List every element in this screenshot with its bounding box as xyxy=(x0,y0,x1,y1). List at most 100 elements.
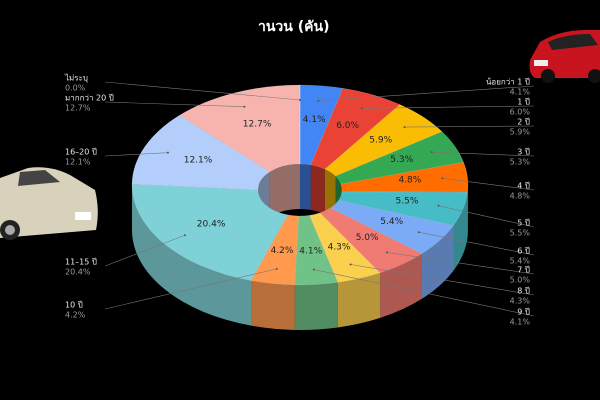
leader-dot xyxy=(243,105,246,108)
legend-name: 1 ปี xyxy=(517,98,530,107)
leader-dot xyxy=(417,231,420,234)
leader-line xyxy=(438,205,535,228)
leader-line xyxy=(386,252,535,275)
slice-side xyxy=(337,272,381,328)
slice-label: 5.9% xyxy=(369,135,392,145)
legend-name: 2 ปี xyxy=(517,118,530,127)
leader-line xyxy=(104,101,245,108)
inner-walls xyxy=(258,164,342,216)
leader-line xyxy=(350,264,535,296)
slice-label: 5.0% xyxy=(356,233,379,243)
legend-name: 16–20 ปี xyxy=(65,148,97,157)
slice xyxy=(179,84,301,173)
slice-label: 20.4% xyxy=(197,220,226,230)
slice-label: 4.1% xyxy=(303,115,326,125)
legend-value: 20.4% xyxy=(65,268,91,277)
slice xyxy=(340,161,469,193)
slice-side xyxy=(294,282,338,330)
leader-line xyxy=(104,268,277,310)
slice-label: 5.4% xyxy=(380,217,403,227)
leader-line xyxy=(361,105,535,109)
leader-dot xyxy=(299,99,301,101)
slice-inner-wall xyxy=(258,171,270,216)
slice xyxy=(131,183,289,281)
leader-line xyxy=(418,231,535,256)
leader-dot xyxy=(166,151,169,154)
legend-name: 10 ปี xyxy=(65,301,83,310)
slice-inner-wall xyxy=(310,164,325,215)
slice xyxy=(299,84,344,166)
legend-value: 5.5% xyxy=(510,229,531,238)
leader-dot xyxy=(385,251,388,254)
leader-line xyxy=(442,178,535,191)
tops xyxy=(131,84,469,286)
slice-label: 4.1% xyxy=(299,246,322,256)
slice-inner-wall xyxy=(300,164,311,210)
slice-label: 4.8% xyxy=(398,175,421,185)
leader-dot xyxy=(312,268,315,271)
legend-name: 4 ปี xyxy=(517,182,530,191)
legend-name: 7 ปี xyxy=(517,266,530,275)
leader-line xyxy=(431,151,535,157)
legend-value: 5.0% xyxy=(510,276,531,285)
slice-side xyxy=(453,192,468,271)
leader-line xyxy=(104,234,185,267)
legend-value: 5.4% xyxy=(510,257,531,266)
legend-value: 4.3% xyxy=(510,297,531,306)
legend-name: 11–15 ปี xyxy=(65,258,97,267)
leader-line xyxy=(104,152,168,157)
legend-name: 8 ปี xyxy=(517,287,530,296)
slice-label: 12.7% xyxy=(243,120,272,130)
legend-name: มากกว่า 20 ปี xyxy=(65,94,114,103)
slice-side xyxy=(251,280,295,330)
leader-line xyxy=(313,269,535,317)
legend-value: 0.0% xyxy=(65,84,86,93)
leader-dot xyxy=(349,263,352,266)
slice xyxy=(294,215,339,286)
legend-name: 6 ปี xyxy=(517,247,530,256)
legend-value: 4.2% xyxy=(65,311,86,320)
leader-dot xyxy=(441,177,444,180)
leader-dot xyxy=(317,99,320,102)
leader-line xyxy=(404,125,535,128)
legend-value: 4.1% xyxy=(510,318,531,327)
legend-value: 6.0% xyxy=(510,108,531,117)
slice-label: 5.5% xyxy=(396,197,419,207)
chart-title: านวน (คัน) xyxy=(258,19,329,35)
sides xyxy=(132,185,468,330)
legend-name: 9 ปี xyxy=(517,308,530,317)
slice-inner-wall xyxy=(269,164,300,216)
legend-value: 5.3% xyxy=(510,158,531,167)
slice-side xyxy=(421,225,454,299)
leader-dot xyxy=(437,204,440,207)
legend-name: ไม่ระบุ xyxy=(64,74,88,83)
slice xyxy=(131,115,271,191)
leader-dot xyxy=(360,107,363,110)
leader-dot xyxy=(275,267,278,270)
slice xyxy=(250,214,299,286)
slice-side xyxy=(380,253,422,318)
slice-label: 4.3% xyxy=(328,242,351,252)
legend-name: น้อยกว่า 1 ปี xyxy=(486,78,530,87)
legend-value: 4.8% xyxy=(510,192,531,201)
leader-dot xyxy=(403,126,406,129)
legend-value: 12.7% xyxy=(65,104,91,113)
slice-label: 6.0% xyxy=(336,121,359,131)
car-beige xyxy=(0,167,98,240)
legend-name: 5 ปี xyxy=(517,219,530,228)
slice-label: 12.1% xyxy=(184,155,213,165)
leader-dot xyxy=(430,151,433,154)
labels: 4.1%น้อยกว่า 1 ปี4.1%6.0%1 ปี6.0%5.9%2 ป… xyxy=(64,74,535,327)
leader-dot xyxy=(183,234,186,237)
slice-label: 5.3% xyxy=(390,155,413,165)
legend-value: 5.9% xyxy=(510,128,531,137)
leader-line xyxy=(104,81,301,101)
car-red xyxy=(529,30,600,83)
leader-line xyxy=(318,85,535,102)
legend-value: 12.1% xyxy=(65,158,91,167)
legend-value: 4.1% xyxy=(510,88,531,97)
slice-label: 4.2% xyxy=(271,246,294,256)
slice-side xyxy=(132,185,252,326)
